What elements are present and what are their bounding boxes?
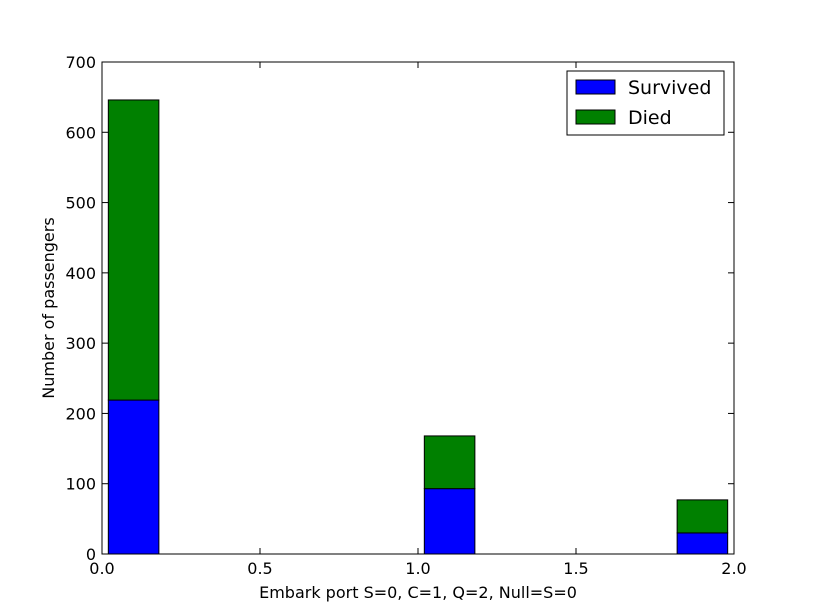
y-tick-label: 500 xyxy=(65,194,96,213)
y-tick-label: 0 xyxy=(86,545,96,564)
bar-died-bin-0 xyxy=(107,99,160,401)
bar-survived-bin-9 xyxy=(676,532,729,555)
legend-swatch-survived xyxy=(575,79,616,95)
bar-survived-bin-5 xyxy=(423,488,476,555)
bar-survived-bin-0 xyxy=(107,399,160,555)
y-tick-label: 100 xyxy=(65,475,96,494)
legend-label-survived: Survived xyxy=(628,77,711,99)
y-axis-label: Number of passengers xyxy=(39,217,58,398)
legend-swatch-died xyxy=(575,109,616,125)
y-tick-label: 300 xyxy=(65,334,96,353)
y-tick-label: 200 xyxy=(65,404,96,423)
x-axis-label: Embark port S=0, C=1, Q=2, Null=S=0 xyxy=(259,583,577,602)
y-tick-label: 400 xyxy=(65,264,96,283)
x-tick-label: 0.5 xyxy=(247,559,272,578)
x-tick-label: 2.0 xyxy=(721,559,746,578)
y-tick-label: 700 xyxy=(65,53,96,72)
ticks-layer: 0.0 0.5 1.0 1.5 2.0 0 100 200 300 400 500 600 700 xyxy=(65,53,746,578)
bar-died-bin-9 xyxy=(676,499,729,534)
x-tick-label: 1.5 xyxy=(563,559,588,578)
y-tick-label: 600 xyxy=(65,123,96,142)
bar-died-bin-5 xyxy=(423,435,476,490)
legend: Survived Died xyxy=(566,70,725,136)
x-tick-label: 1.0 xyxy=(405,559,430,578)
bars-layer xyxy=(107,99,729,555)
legend-label-died: Died xyxy=(628,107,672,129)
plot-frame xyxy=(101,61,735,555)
x-tick-label: 0.0 xyxy=(89,559,114,578)
